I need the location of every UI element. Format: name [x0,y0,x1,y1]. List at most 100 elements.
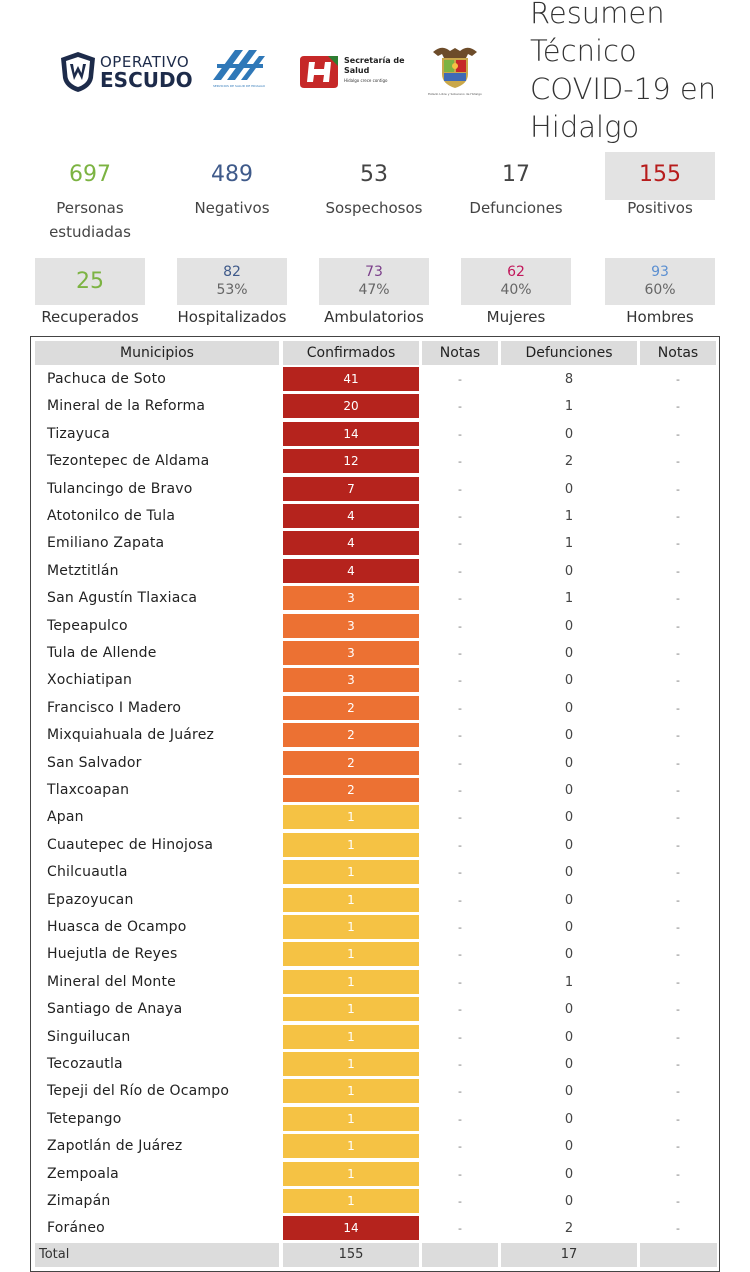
cell-notas-2: - [676,784,680,797]
cell-notas: - [458,1140,462,1154]
substat-ambulatorios-box: 73 47% [319,258,429,305]
cell-notas-2: - [676,592,680,606]
cell-defunciones: 0 [564,920,574,935]
table-row: Tizayuca 14 - 0 - [31,421,719,448]
table-row: Xochiatipan 3 - 0 - [31,667,719,694]
table-row: Tecozautla 1 - 0 - [31,1051,719,1078]
coat-of-arms-icon [433,47,477,88]
stat-negativos: 489 Negativos [177,162,287,220]
cell-notas-2: - [676,948,680,962]
cell-confirmados: 3 [283,586,419,611]
cell-municipio: Singuilucan [47,1028,131,1045]
cell-confirmados: 1 [283,860,419,885]
header-defunciones: Defunciones [501,341,637,365]
escudo-line2: ESCUDO [100,68,193,92]
cell-defunciones: 0 [564,755,574,771]
cell-defunciones: 1 [564,399,574,415]
cell-defunciones: 0 [564,673,574,689]
cell-notas-2: - [676,1085,680,1099]
cell-municipio: Epazoyucan [47,891,134,908]
title-line-1: Resumen [530,0,665,30]
cell-municipio: Atotonilco de Tula [47,508,176,524]
cell-defunciones: 0 [564,1194,574,1209]
substat-mujeres-box: 62 40% [461,258,571,305]
cell-municipio: Mixquiahuala de Juárez [47,727,215,744]
cell-notas-2: - [676,537,680,551]
cell-defunciones: 0 [564,1111,574,1127]
escudo-line1: OPERATIVO [100,53,190,71]
table-row: Tula de Allende 3 - 0 - [31,640,719,667]
cell-municipio: Huasca de Ocampo [47,919,187,935]
substat-pct: 40% [500,282,532,298]
stat-positivos-box [605,152,715,200]
substat-value: 73 [365,264,383,280]
cell-municipio: Apan [47,809,84,826]
substat-mujeres-label: Mujeres [486,308,546,326]
header-confirmados: Confirmados [283,341,419,365]
substat-hombres-box: 93 60% [605,258,715,305]
cell-notas: - [458,592,462,606]
municipios-table: Municipios Confirmados Notas Defunciones… [30,336,720,1272]
title-line-2: Técnico [530,34,637,68]
cell-notas-2: - [676,400,680,414]
table-row: Zapotlán de Juárez 1 - 0 - [31,1133,719,1160]
total-row: Total 155 17 [35,1243,717,1267]
cell-municipio: Tizayuca [47,425,110,442]
total-confirmados: 155 [283,1243,419,1267]
stat-label: Defunciones [469,199,563,217]
secretaria-line2: Salud [344,66,370,75]
table-row: Apan 1 - 0 - [31,804,719,831]
cell-confirmados: 1 [283,969,419,994]
total-notas-2 [640,1243,717,1267]
cell-confirmados: 4 [283,504,419,528]
table-row: San Agustín Tlaxiaca 3 - 1 - [31,585,719,612]
cell-municipio: Tepeapulco [47,617,128,634]
substat-recuperados-label: Recuperados [41,308,139,326]
stat-value: 17 [502,162,530,187]
substat-pct: 60% [644,282,676,298]
substat-value: 25 [76,269,104,294]
cell-notas-2: - [676,564,680,578]
secretaria-line3: Hidalgo crece contigo [344,78,388,83]
cell-defunciones: 0 [564,1139,574,1155]
cell-notas: - [458,455,462,469]
cell-municipio: Francisco I Madero [47,699,182,716]
table-row: San Salvador 2 - 0 - [31,750,719,777]
header-notas: Notas [422,341,498,365]
cell-defunciones: 0 [564,1166,574,1182]
substat-pct: 47% [358,282,390,298]
substat-value: 62 [507,264,525,280]
substat-value: 93 [651,264,669,280]
cell-confirmados: 3 [283,613,419,638]
cell-notas: - [458,729,462,743]
stat-defunciones: 17 Defunciones [461,162,571,220]
total-label: Total [35,1243,279,1267]
title-line-4: Hidalgo [530,110,640,144]
cell-municipio: Tecozautla [47,1056,123,1072]
table-row: Emiliano Zapata 4 - 1 - [31,530,719,557]
cell-notas: - [458,1085,462,1099]
table-row: Mixquiahuala de Juárez 2 - 0 - [31,722,719,749]
cell-municipio: Pachuca de Soto [47,371,167,387]
table-row: Huasca de Ocampo 1 - 0 - [31,914,719,941]
stat-positivos: 155 Positivos [605,162,715,220]
cell-notas: - [458,427,462,441]
ssh-emblem-icon [213,50,265,80]
header-municipios: Municipios [35,341,279,365]
cell-confirmados: 1 [283,942,419,967]
cell-municipio: San Agustín Tlaxiaca [47,590,198,607]
cell-municipio: Zimapán [47,1193,111,1209]
cell-confirmados: 2 [283,750,419,775]
cell-confirmados: 4 [283,558,419,583]
table-row: Atotonilco de Tula 4 - 1 - [31,503,719,530]
cell-notas-2: - [676,838,680,852]
cell-defunciones: 8 [564,372,574,387]
header-notas-2: Notas [640,341,716,365]
cell-notas: - [458,811,462,825]
stat-value: 489 [211,162,253,187]
cell-notas-2: - [676,893,680,907]
cell-notas-2: - [676,510,680,523]
cell-confirmados: 2 [283,695,419,720]
stat-value: 155 [639,162,681,187]
cell-confirmados: 2 [283,723,419,748]
